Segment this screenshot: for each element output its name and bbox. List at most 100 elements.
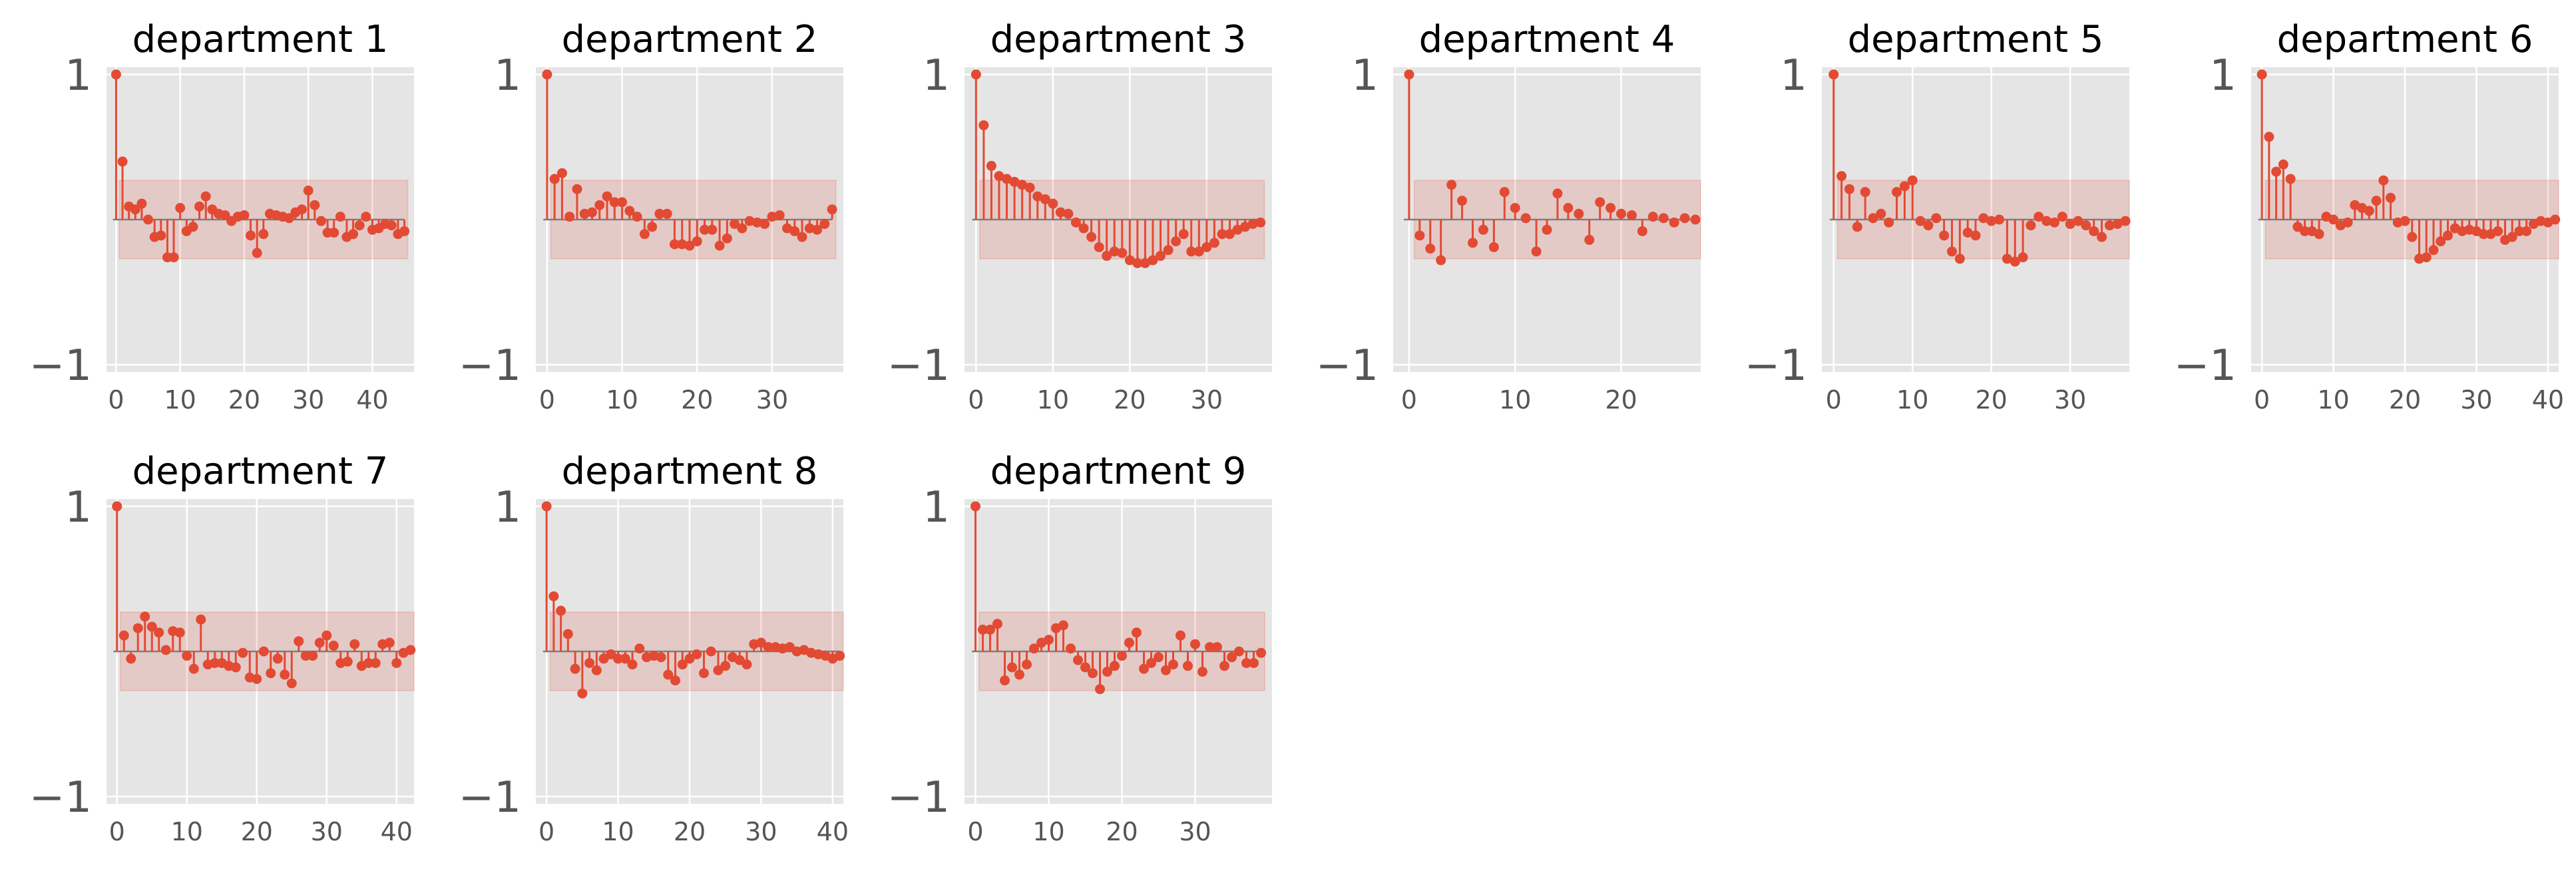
y-tick-label: 1 bbox=[923, 51, 950, 100]
acf-point bbox=[1117, 651, 1127, 661]
acf-point bbox=[1499, 187, 1510, 198]
acf-point bbox=[812, 224, 823, 235]
y-tick-label: −1 bbox=[459, 341, 521, 391]
x-tick-label: 40 bbox=[2532, 385, 2564, 415]
acf-point bbox=[1205, 641, 1215, 652]
acf-point bbox=[1478, 224, 1488, 235]
acf-point bbox=[677, 659, 688, 670]
acf-point bbox=[609, 197, 620, 208]
acf-point bbox=[759, 219, 770, 230]
acf-point bbox=[2041, 216, 2052, 226]
x-tick-label: 30 bbox=[745, 817, 777, 846]
acf-point bbox=[2034, 212, 2044, 222]
x-tick-label: 20 bbox=[681, 385, 713, 415]
acf-point bbox=[707, 224, 718, 235]
x-tick-label: 30 bbox=[292, 385, 324, 415]
acf-point bbox=[1156, 251, 1166, 261]
acf-point bbox=[196, 614, 206, 625]
acf-point bbox=[2421, 252, 2432, 263]
acf-point bbox=[391, 657, 402, 668]
acf-point bbox=[598, 653, 609, 664]
acf-point bbox=[348, 229, 359, 240]
acf-point bbox=[1626, 210, 1637, 220]
acf-point bbox=[1073, 655, 1083, 665]
acf-point bbox=[663, 669, 674, 680]
acf-panel-8: department 8 1 −1 0 10 20 30 40 bbox=[459, 450, 849, 846]
acf-point bbox=[2285, 174, 2296, 184]
acf-point bbox=[763, 641, 773, 652]
acf-point bbox=[316, 216, 326, 226]
acf-point bbox=[1669, 217, 1679, 228]
acf-point bbox=[182, 651, 192, 661]
acf-point bbox=[286, 678, 297, 689]
acf-point bbox=[112, 501, 122, 512]
x-tick-label: 10 bbox=[1499, 385, 1531, 415]
acf-point bbox=[1647, 212, 1658, 222]
acf-panel-2: department 2 1 −1 0 10 20 30 bbox=[459, 18, 843, 415]
acf-point bbox=[2089, 226, 2099, 236]
acf-point bbox=[361, 212, 371, 222]
acf-point bbox=[314, 637, 325, 648]
acf-point bbox=[386, 220, 397, 231]
acf-point bbox=[714, 240, 725, 251]
acf-point bbox=[239, 210, 250, 220]
acf-point bbox=[1868, 213, 1878, 224]
acf-point bbox=[2386, 192, 2396, 203]
acf-point bbox=[1058, 620, 1068, 631]
acf-point bbox=[1176, 630, 1185, 641]
acf-point bbox=[297, 204, 308, 215]
acf-point bbox=[1024, 182, 1035, 193]
x-tick-label: 30 bbox=[311, 817, 343, 846]
acf-point bbox=[1154, 652, 1164, 663]
acf-point bbox=[1510, 203, 1520, 214]
acf-point bbox=[1110, 661, 1120, 671]
acf-point bbox=[835, 651, 845, 661]
acf-point bbox=[744, 216, 755, 226]
acf-point bbox=[784, 641, 795, 652]
y-tick-label: 1 bbox=[923, 483, 950, 532]
x-tick-label: 20 bbox=[228, 385, 260, 415]
acf-point bbox=[1939, 230, 1950, 241]
acf-point bbox=[767, 212, 777, 222]
acf-point bbox=[1255, 217, 1266, 228]
acf-point bbox=[1637, 226, 1647, 236]
acf-point bbox=[2112, 219, 2123, 230]
acf-point bbox=[2442, 230, 2453, 241]
acf-point bbox=[2264, 132, 2274, 142]
acf-point bbox=[1070, 217, 1081, 228]
acf-point bbox=[562, 629, 573, 639]
acf-point bbox=[2065, 219, 2075, 230]
x-tick-label: 0 bbox=[538, 817, 554, 846]
y-tick-label: −1 bbox=[459, 773, 521, 822]
acf-point bbox=[706, 646, 716, 657]
acf-point bbox=[1256, 647, 1266, 658]
acf-point bbox=[2514, 226, 2525, 236]
acf-point bbox=[1102, 667, 1112, 677]
acf-point bbox=[1066, 643, 1076, 654]
acf-point bbox=[1017, 180, 1028, 190]
acf-point bbox=[284, 213, 294, 224]
acf-point bbox=[634, 643, 645, 654]
acf-point bbox=[2478, 229, 2489, 240]
acf-panel-1: department 1 1 −1 0 10 20 30 40 bbox=[29, 18, 414, 415]
acf-point bbox=[1994, 214, 2005, 225]
x-tick-label: 10 bbox=[1037, 385, 1069, 415]
acf-point bbox=[2328, 214, 2339, 225]
x-tick-label: 10 bbox=[606, 385, 638, 415]
acf-point bbox=[978, 120, 989, 130]
x-tick-label: 20 bbox=[1976, 385, 2008, 415]
acf-point bbox=[1178, 229, 1189, 240]
acf-point bbox=[1828, 69, 1839, 80]
acf-point bbox=[1531, 246, 1542, 257]
acf-point bbox=[146, 621, 157, 632]
acf-point bbox=[349, 639, 360, 649]
acf-point bbox=[1009, 176, 1020, 187]
acf-point bbox=[1139, 663, 1149, 674]
acf-point bbox=[2073, 216, 2083, 226]
acf-point bbox=[1055, 207, 1066, 218]
acf-point bbox=[684, 240, 695, 251]
acf-point bbox=[322, 630, 332, 641]
acf-point bbox=[1907, 175, 1918, 186]
acf-point bbox=[1032, 191, 1043, 202]
